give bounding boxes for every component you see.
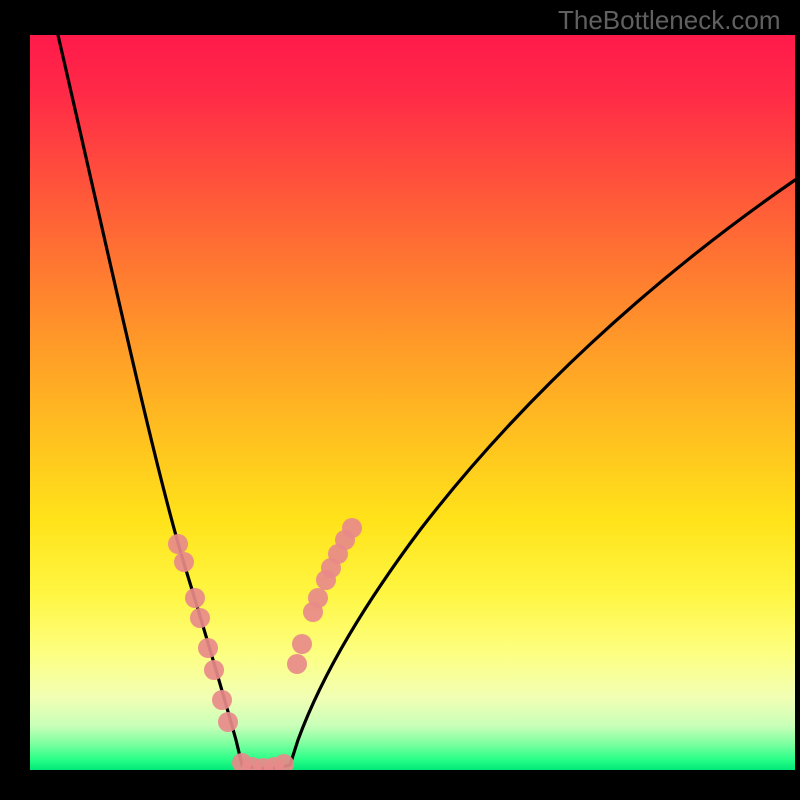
frame-bottom: [0, 770, 800, 800]
scatter-dots: [30, 35, 795, 770]
frame-left: [0, 0, 30, 800]
watermark-text: TheBottleneck.com: [558, 5, 781, 36]
plot-area: [30, 35, 795, 770]
frame-right: [795, 0, 800, 800]
